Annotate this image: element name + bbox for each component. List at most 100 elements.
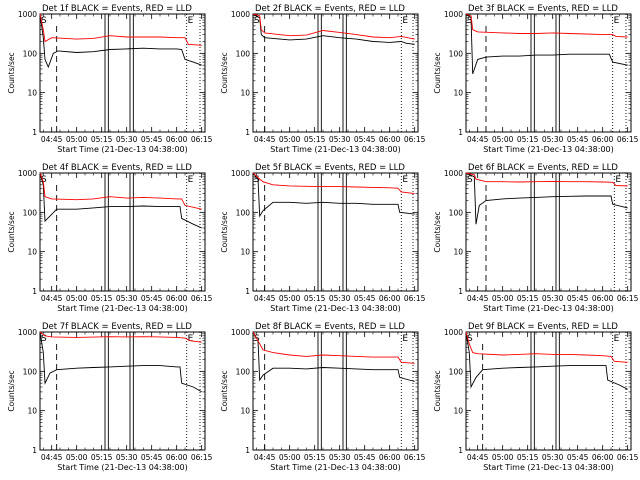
y-tick-label: 100	[23, 208, 38, 217]
panel-title: Det 4f BLACK = Events, RED = LLD	[42, 163, 192, 173]
x-axis-label: Start Time (21-Dec-13 04:38:00)	[57, 304, 188, 313]
axes-frame	[39, 331, 206, 451]
y-axis-label: Counts/sec	[220, 370, 229, 411]
x-tick-label: 05:00	[66, 294, 88, 303]
axes-frame	[252, 172, 419, 292]
series-lld-line	[252, 172, 415, 195]
end-marker-label: E	[188, 175, 194, 185]
y-tick-label: 1000	[231, 10, 250, 19]
end-marker-label: E	[614, 334, 620, 344]
panel-det-4: Det 4f BLACK = Events, RED = LLD 1 10 100 10…	[7, 163, 213, 313]
series-lld-line	[252, 331, 415, 364]
x-tick-label: 05:45	[354, 294, 376, 303]
series-lld-line	[465, 331, 628, 363]
y-tick-label: 10	[453, 407, 463, 416]
x-tick-label: 06:15	[191, 135, 213, 144]
panel-title: Det 2f BLACK = Events, RED = LLD	[255, 4, 405, 14]
y-tick-label: 10	[27, 89, 37, 98]
y-tick-label: 1	[245, 287, 250, 296]
x-tick-label: 04:45	[254, 135, 276, 144]
x-tick-label: 05:45	[141, 294, 163, 303]
panel-title: Det 6f BLACK = Events, RED = LLD	[468, 163, 618, 173]
x-tick-label: 06:15	[191, 294, 213, 303]
start-marker-label: S	[41, 175, 47, 185]
panel-title: Det 9f BLACK = Events, RED = LLD	[468, 322, 618, 332]
panel-det-2: Det 2f BLACK = Events, RED = LLD 1 10 100 10…	[220, 4, 426, 154]
panel-det-3: Det 3f BLACK = Events, RED = LLD 1 10 100 10…	[433, 4, 639, 154]
x-tick-label: 04:45	[254, 453, 276, 462]
x-tick-label: 05:30	[542, 294, 564, 303]
x-tick-label: 05:15	[91, 453, 113, 462]
x-axis-label: Start Time (21-Dec-13 04:38:00)	[483, 304, 614, 313]
x-tick-label: 05:15	[304, 294, 326, 303]
y-axis-label: Counts/sec	[7, 52, 16, 93]
y-tick-label: 1	[32, 446, 37, 455]
y-tick-label: 1000	[444, 328, 463, 337]
x-tick-label: 05:00	[492, 453, 514, 462]
series-events-line	[39, 13, 202, 69]
x-axis-label: Start Time (21-Dec-13 04:38:00)	[57, 145, 188, 154]
x-tick-label: 06:15	[404, 135, 426, 144]
panel-title: Det 7f BLACK = Events, RED = LLD	[42, 322, 192, 332]
y-axis-label: Counts/sec	[220, 211, 229, 252]
x-tick-label: 04:45	[41, 294, 63, 303]
series-lld-line	[39, 13, 202, 46]
x-tick-label: 05:45	[354, 135, 376, 144]
x-tick-label: 05:30	[542, 453, 564, 462]
series-events-line	[252, 331, 415, 382]
end-marker-label: E	[188, 16, 194, 26]
x-tick-label: 05:30	[542, 135, 564, 144]
start-marker-label: S	[467, 16, 473, 26]
x-axis-label: Start Time (21-Dec-13 04:38:00)	[270, 463, 401, 472]
y-tick-label: 100	[236, 367, 251, 376]
x-tick-label: 04:45	[467, 453, 489, 462]
y-axis-label: Counts/sec	[433, 211, 442, 252]
x-tick-label: 05:15	[304, 453, 326, 462]
x-tick-label: 06:00	[592, 294, 614, 303]
x-tick-label: 05:00	[492, 294, 514, 303]
x-tick-label: 06:00	[166, 135, 188, 144]
x-tick-label: 05:15	[517, 453, 539, 462]
x-tick-label: 05:30	[116, 453, 138, 462]
x-tick-label: 05:15	[91, 294, 113, 303]
start-marker-label: S	[254, 175, 260, 185]
y-tick-label: 100	[449, 208, 464, 217]
x-axis-label: Start Time (21-Dec-13 04:38:00)	[483, 145, 614, 154]
x-tick-label: 05:45	[567, 135, 589, 144]
x-tick-label: 05:15	[304, 135, 326, 144]
series-events-line	[39, 172, 202, 229]
x-axis-label: Start Time (21-Dec-13 04:38:00)	[270, 304, 401, 313]
series-lld-line	[252, 13, 415, 40]
panel-det-5: Det 5f BLACK = Events, RED = LLD 1 10 100 10…	[220, 163, 426, 313]
y-tick-label: 1	[458, 128, 463, 137]
x-tick-label: 06:15	[404, 453, 426, 462]
x-tick-label: 05:30	[329, 135, 351, 144]
end-marker-label: E	[402, 334, 408, 344]
x-tick-label: 05:30	[116, 135, 138, 144]
start-marker-label: S	[254, 16, 260, 26]
axes-frame	[465, 13, 632, 133]
series-events-line	[465, 172, 628, 225]
x-tick-label: 05:15	[517, 294, 539, 303]
axes-frame	[39, 172, 206, 292]
x-tick-label: 06:00	[379, 135, 401, 144]
end-marker-label: E	[615, 175, 621, 185]
x-tick-label: 05:45	[567, 453, 589, 462]
y-tick-label: 10	[27, 248, 37, 257]
y-tick-label: 10	[240, 248, 250, 257]
y-tick-label: 100	[23, 367, 38, 376]
y-tick-label: 100	[23, 49, 38, 58]
y-tick-label: 1000	[18, 169, 37, 178]
start-marker-label: S	[467, 334, 473, 344]
y-tick-label: 1000	[444, 169, 463, 178]
x-tick-label: 06:15	[191, 453, 213, 462]
x-tick-label: 05:45	[567, 294, 589, 303]
x-tick-label: 06:00	[592, 453, 614, 462]
end-marker-label: E	[402, 175, 408, 185]
x-tick-label: 05:30	[329, 453, 351, 462]
x-axis-label: Start Time (21-Dec-13 04:38:00)	[270, 145, 401, 154]
panel-title: Det 5f BLACK = Events, RED = LLD	[255, 163, 405, 173]
start-marker-label: S	[467, 175, 473, 185]
